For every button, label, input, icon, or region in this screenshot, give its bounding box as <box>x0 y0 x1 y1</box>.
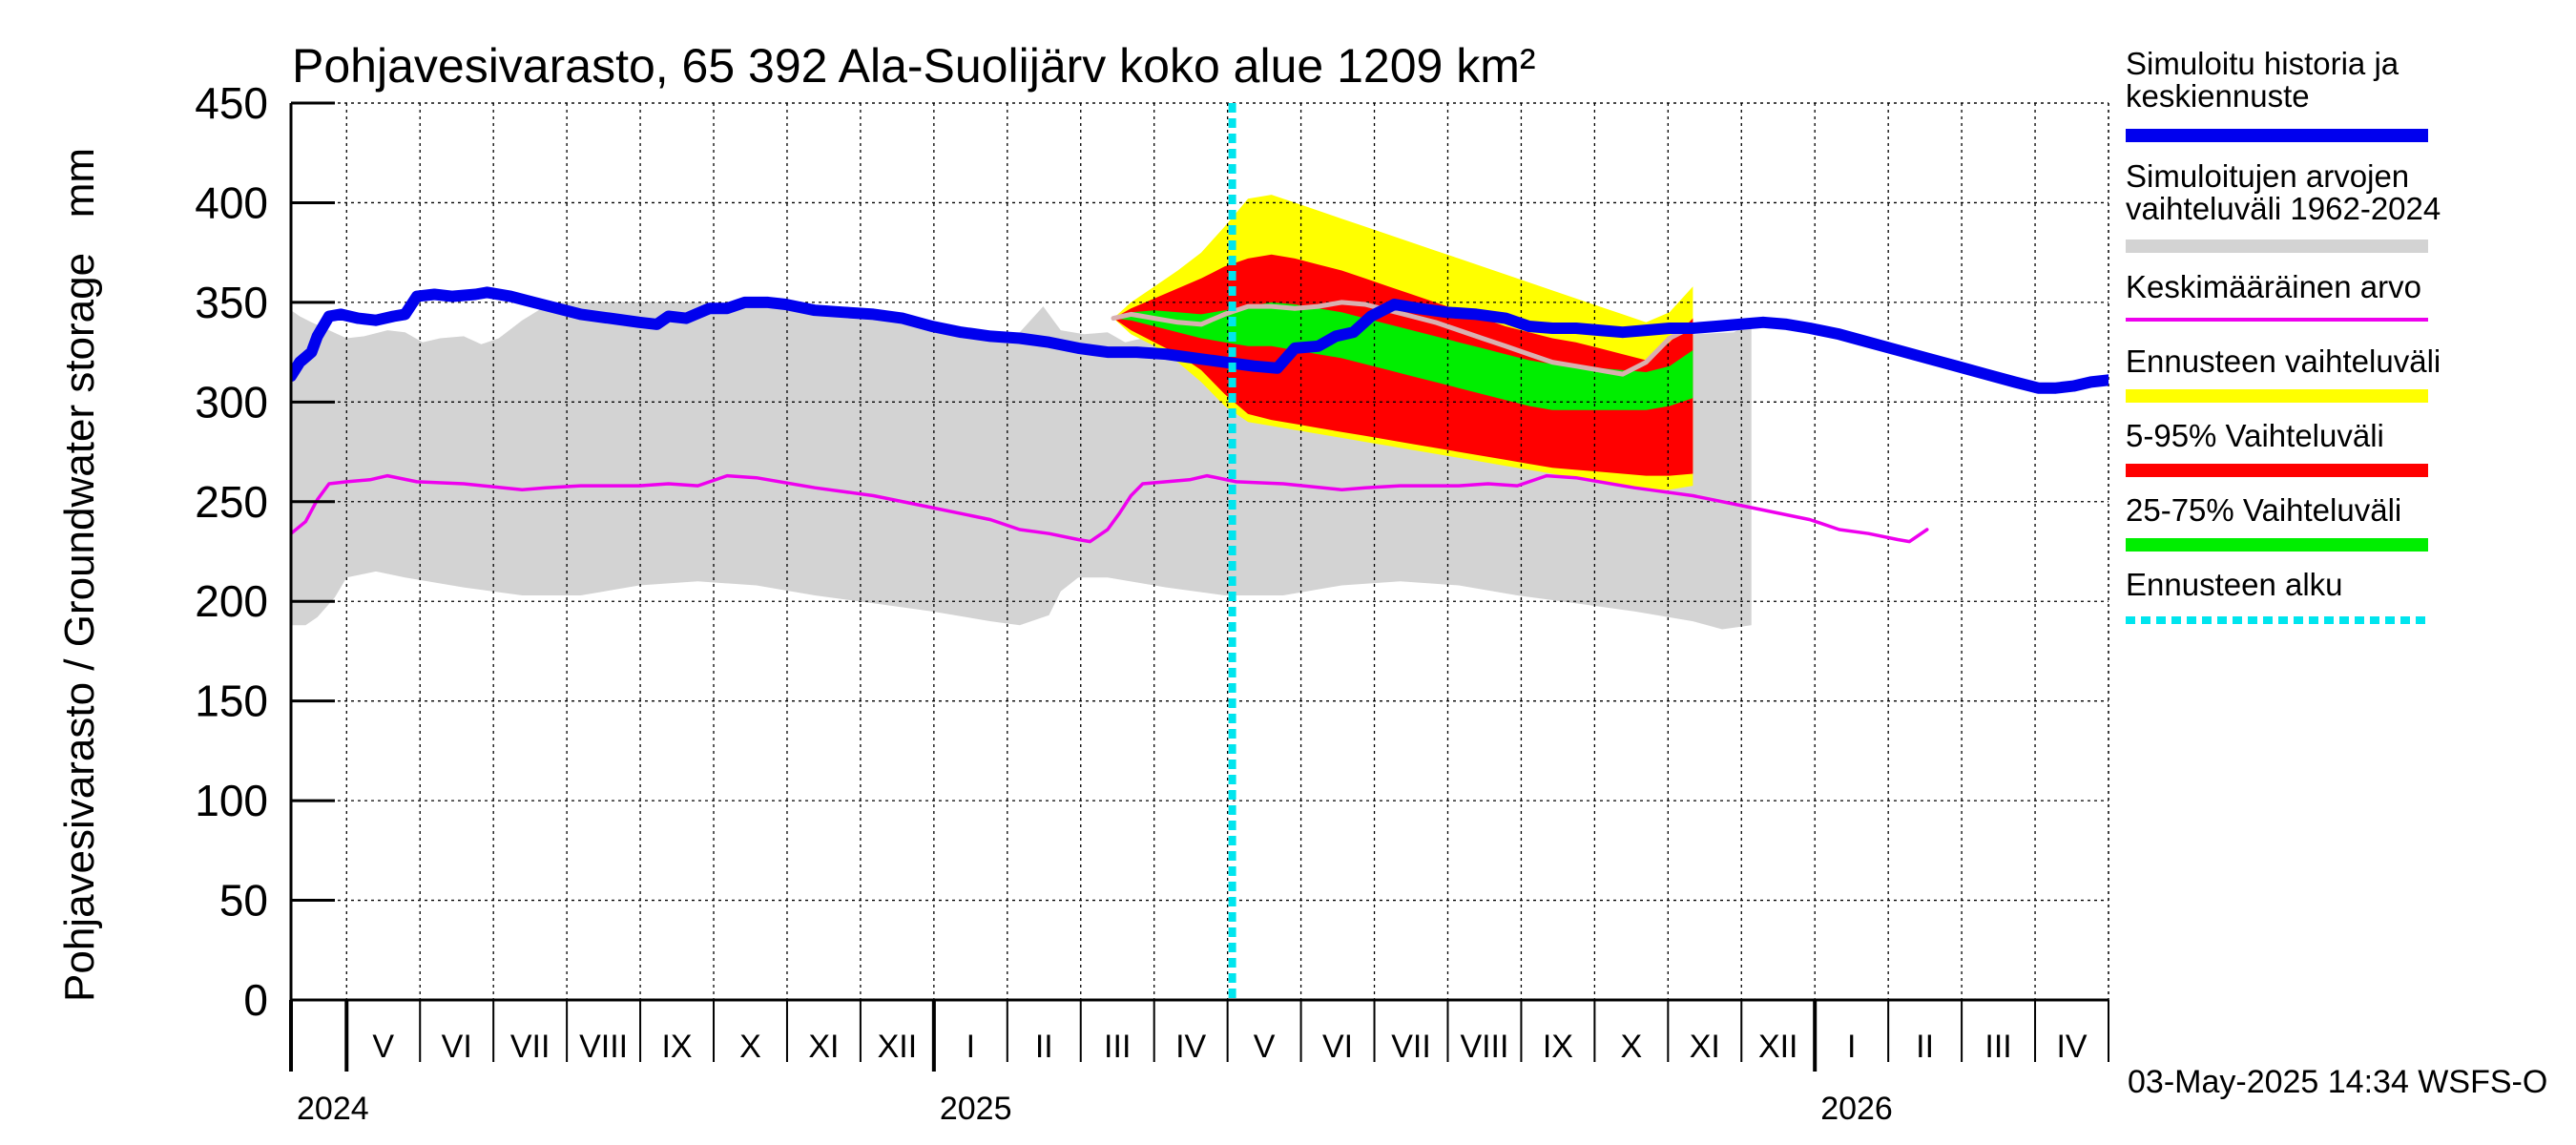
y-axis-label: Pohjavesivarasto / Groundwater storage m… <box>56 148 103 1002</box>
year-label: 2024 <box>297 1091 369 1127</box>
month-label: X <box>739 1029 761 1065</box>
month-label: II <box>1035 1029 1053 1065</box>
legend-label: Keskimääräinen arvo <box>2126 269 2421 304</box>
legend-label: Ennusteen alku <box>2126 567 2343 602</box>
timestamp: 03-May-2025 14:34 WSFS-O <box>2128 1064 2547 1100</box>
y-tick-label: 200 <box>195 576 268 626</box>
legend-label: keskiennuste <box>2126 78 2310 114</box>
y-tick-label: 0 <box>243 975 268 1025</box>
lines-layer <box>291 286 2109 544</box>
month-label: VII <box>510 1029 551 1065</box>
max-trace <box>1111 300 1695 377</box>
legend-label: Simuloitujen arvojen <box>2126 158 2409 194</box>
month-label: IV <box>2056 1029 2087 1065</box>
month-label: III <box>1104 1029 1131 1065</box>
month-label: III <box>1984 1029 2011 1065</box>
month-label: VIII <box>579 1029 628 1065</box>
month-label: VII <box>1391 1029 1431 1065</box>
month-label: VIII <box>1460 1029 1508 1065</box>
month-label: VI <box>442 1029 472 1065</box>
legend-label: 5-95% Vaihteluväli <box>2126 418 2384 453</box>
month-label: IX <box>661 1029 692 1065</box>
y-tick-label: 450 <box>195 78 268 128</box>
y-tick-label: 50 <box>219 876 268 926</box>
legend-label: Ennusteen vaihteluväli <box>2126 344 2441 379</box>
month-label: I <box>966 1029 975 1065</box>
month-label: XI <box>1690 1029 1720 1065</box>
chart-title: Pohjavesivarasto, 65 392 Ala-Suolijärv k… <box>292 39 1536 93</box>
year-label: 2026 <box>1820 1091 1893 1127</box>
y-tick-label: 400 <box>195 177 268 227</box>
history-line <box>291 286 2109 394</box>
month-label: VI <box>1322 1029 1353 1065</box>
grid-layer <box>291 102 2109 1000</box>
p25-75-band <box>1113 302 1693 410</box>
month-label: IX <box>1543 1029 1573 1065</box>
month-label: XII <box>878 1029 918 1065</box>
y-tick-label: 300 <box>195 377 268 427</box>
legend-label: 25-75% Vaihteluväli <box>2126 492 2401 528</box>
month-label: X <box>1621 1029 1643 1065</box>
year-label: 2025 <box>940 1091 1012 1127</box>
y-tick-label: 250 <box>195 477 268 527</box>
month-label: V <box>372 1029 394 1065</box>
legend-label: Simuloitu historia ja <box>2126 46 2399 81</box>
month-label: XI <box>808 1029 839 1065</box>
legend-label: vaihteluväli 1962-2024 <box>2126 191 2441 226</box>
y-tick-label: 100 <box>195 776 268 825</box>
mean-line <box>291 473 1929 544</box>
bands-layer <box>291 195 1752 630</box>
month-label: I <box>1847 1029 1856 1065</box>
month-label: IV <box>1175 1029 1206 1065</box>
month-label: V <box>1254 1029 1276 1065</box>
month-label: II <box>1916 1029 1934 1065</box>
month-label: XII <box>1758 1029 1798 1065</box>
y-tick-label: 350 <box>195 278 268 327</box>
y-tick-label: 150 <box>195 677 268 726</box>
